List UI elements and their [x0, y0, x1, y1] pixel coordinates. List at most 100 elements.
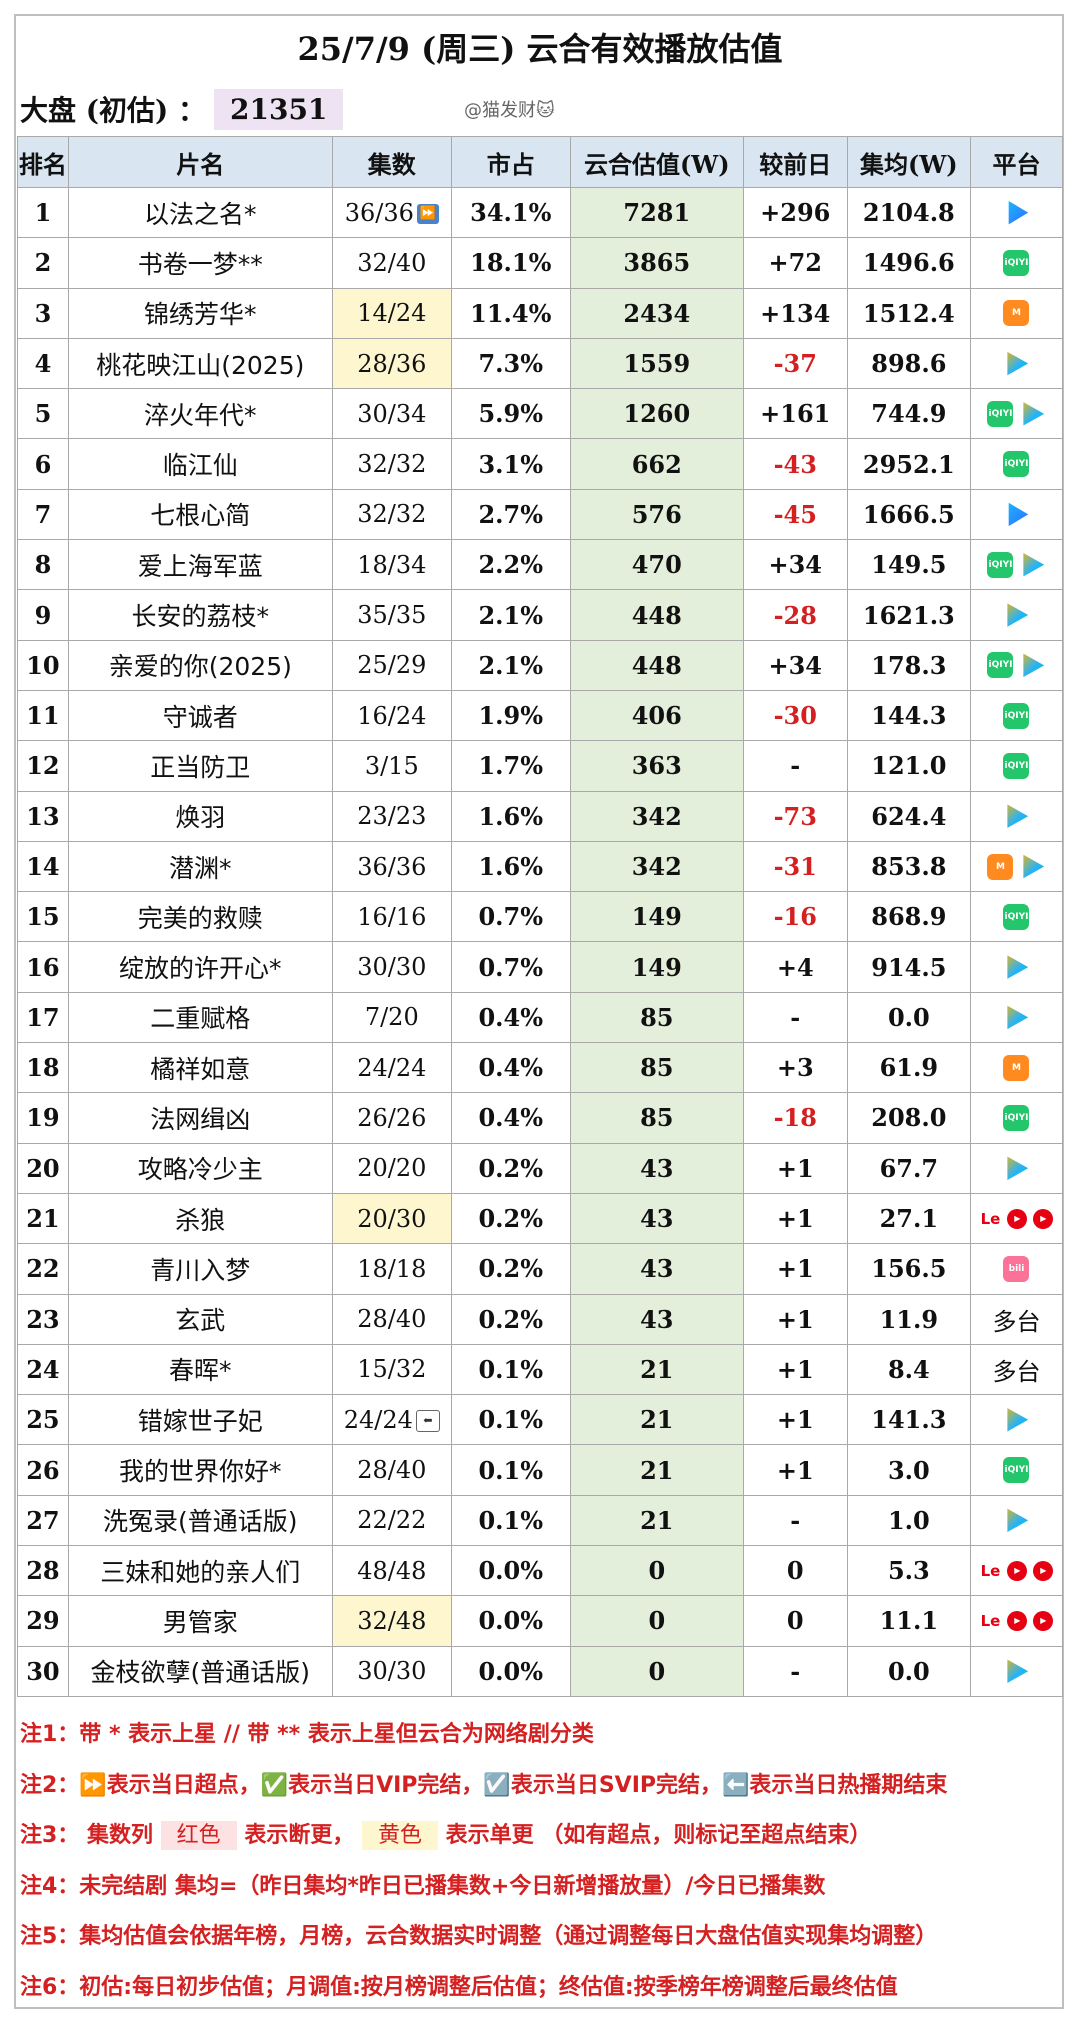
estimate-cell: 85 [569, 991, 744, 1044]
diff-cell: +34 [742, 639, 848, 691]
le-logo-icon: Le [979, 1205, 1002, 1232]
estimate-cell: 21 [569, 1444, 744, 1496]
platform-icons: bili [971, 1255, 1062, 1282]
episodes-cell: 36/36 [331, 840, 452, 893]
episodes-value: 18/34 [357, 550, 427, 579]
hot-period-end-icon: ⬅ [415, 1410, 440, 1433]
notes-section: 注1：带 * 表示上星 // 带 ** 表示上星但云合为网络剧分类 注2：⏩表示… [20, 1710, 1060, 2013]
note-6: 注6：初估:每日初步估值；月调值:按月榜调整后估值；终估值:按季榜年榜调整后最终… [20, 1974, 898, 2000]
estimate-cell: 21 [569, 1494, 744, 1547]
episodes-cell: 30/34 [331, 388, 452, 440]
title-cell: 以法之名* [67, 186, 333, 239]
share-cell: 0.0% [450, 1545, 571, 1597]
estimate-cell: 363 [569, 740, 744, 792]
platform-icons: iQIYI [971, 451, 1062, 478]
episodes-value: 18/18 [357, 1254, 427, 1283]
diff-cell: +1 [742, 1444, 848, 1496]
platform-cell: 多台 [969, 1343, 1064, 1396]
tencent-logo-icon [1007, 1408, 1029, 1432]
platform-cell [969, 1394, 1064, 1446]
table-row: 4 桃花映江山(2025) 28/36 7.3% 1559 -37 898.6 [17, 337, 1064, 390]
platform-cell [969, 488, 1064, 541]
share-cell: 2.2% [450, 539, 571, 591]
estimate-cell: 1260 [569, 388, 744, 440]
platform-icons: iQIYI [971, 752, 1062, 779]
tencent-logo-icon [1023, 653, 1045, 678]
platform-icons: 多台 [971, 1302, 1062, 1337]
platform-cell: iQIYI [969, 438, 1064, 490]
youku-logo-icon [1008, 502, 1029, 527]
title-cell: 亲爱的你(2025) [67, 639, 333, 691]
circ-logo-icon: ▶ [1033, 1208, 1054, 1229]
col-header-avg: 集均(W) [846, 136, 971, 188]
title-cell: 杀狼 [67, 1192, 333, 1245]
share-cell: 0.2% [450, 1192, 571, 1245]
episodes-value: 25/29 [357, 651, 427, 680]
avg-cell: 1512.4 [846, 287, 971, 339]
share-cell: 0.1% [450, 1343, 571, 1396]
estimate-cell: 21 [569, 1394, 744, 1446]
estimate-cell: 0 [569, 1595, 744, 1647]
table-row: 24 春晖* 15/32 0.1% 21 +1 8.4 多台 [17, 1343, 1064, 1396]
episodes-value: 36/36 [344, 198, 414, 227]
platform-text: 多台 [992, 1357, 1041, 1386]
estimate-cell: 342 [569, 790, 744, 842]
platform-cell: iQIYI [969, 689, 1064, 742]
share-cell: 2.1% [450, 589, 571, 641]
title-cell: 男管家 [67, 1595, 333, 1647]
episodes-cell: 28/40 [331, 1293, 452, 1345]
mango-logo-icon: M [1003, 300, 1030, 327]
avg-cell: 2952.1 [846, 438, 971, 490]
platform-icons [971, 1507, 1062, 1533]
title-cell: 法网缉凶 [67, 1092, 333, 1144]
avg-cell: 5.3 [846, 1545, 971, 1597]
platform-icons: Le ▶ ▶ [971, 1557, 1062, 1584]
share-cell: 0.4% [450, 991, 571, 1044]
episodes-value: 32/48 [357, 1606, 427, 1635]
estimate-cell: 7281 [569, 186, 744, 239]
title-cell: 金枝欲孽(普通话版) [67, 1645, 333, 1697]
avg-cell: 61.9 [846, 1042, 971, 1094]
platform-cell [969, 991, 1064, 1044]
rank-cell: 27 [17, 1494, 69, 1547]
iqiyi-logo-icon: iQIYI [1003, 451, 1030, 478]
platform-cell [969, 186, 1064, 239]
table-row: 2 书卷一梦** 32/40 18.1% 3865 +72 1496.6 iQIYI [17, 237, 1064, 289]
episodes-value: 23/23 [357, 802, 427, 831]
platform-cell [969, 1142, 1064, 1194]
platform-icons: iQIYI [971, 652, 1062, 679]
rank-cell: 28 [17, 1545, 69, 1597]
platform-cell: iQIYI [969, 891, 1064, 943]
episodes-cell: 16/24 [331, 689, 452, 742]
estimate-cell: 448 [569, 589, 744, 641]
diff-cell: +3 [742, 1042, 848, 1094]
platform-cell [969, 790, 1064, 842]
platform-cell: iQIYI [969, 639, 1064, 691]
episodes-cell: 32/48 [331, 1595, 452, 1647]
episodes-value: 24/24 [357, 1053, 427, 1082]
iqiyi-logo-icon: iQIYI [1003, 1457, 1030, 1484]
title-cell: 淬火年代* [67, 388, 333, 440]
iqiyi-logo-icon: iQIYI [1003, 249, 1030, 276]
episodes-cell: 30/30 [331, 1645, 452, 1697]
diff-cell: +1 [742, 1394, 848, 1446]
diff-cell: +296 [742, 186, 848, 239]
episodes-cell: 20/20 [331, 1142, 452, 1194]
platform-cell: Le ▶ ▶ [969, 1595, 1064, 1647]
col-header-share: 市占 [450, 136, 571, 188]
estimate-cell: 470 [569, 539, 744, 591]
platform-icons [971, 351, 1062, 377]
diff-cell: - [742, 1494, 848, 1547]
rank-cell: 17 [17, 991, 69, 1044]
youku-logo-icon [1008, 200, 1029, 225]
diff-cell: - [742, 1645, 848, 1697]
share-cell: 2.7% [450, 488, 571, 541]
rank-cell: 6 [17, 438, 69, 490]
share-cell: 0.0% [450, 1595, 571, 1647]
episodes-cell: 23/23 [331, 790, 452, 842]
table-row: 25 错嫁世子妃 24/24 ⬅ 0.1% 21 +1 141.3 [17, 1394, 1064, 1446]
table-row: 11 守诚者 16/24 1.9% 406 -30 144.3 iQIYI [17, 689, 1064, 742]
episodes-cell: 22/22 [331, 1494, 452, 1547]
table-row: 27 洗冤录(普通话版) 22/22 0.1% 21-1.0 [17, 1494, 1064, 1547]
title-cell: 洗冤录(普通话版) [67, 1494, 333, 1547]
